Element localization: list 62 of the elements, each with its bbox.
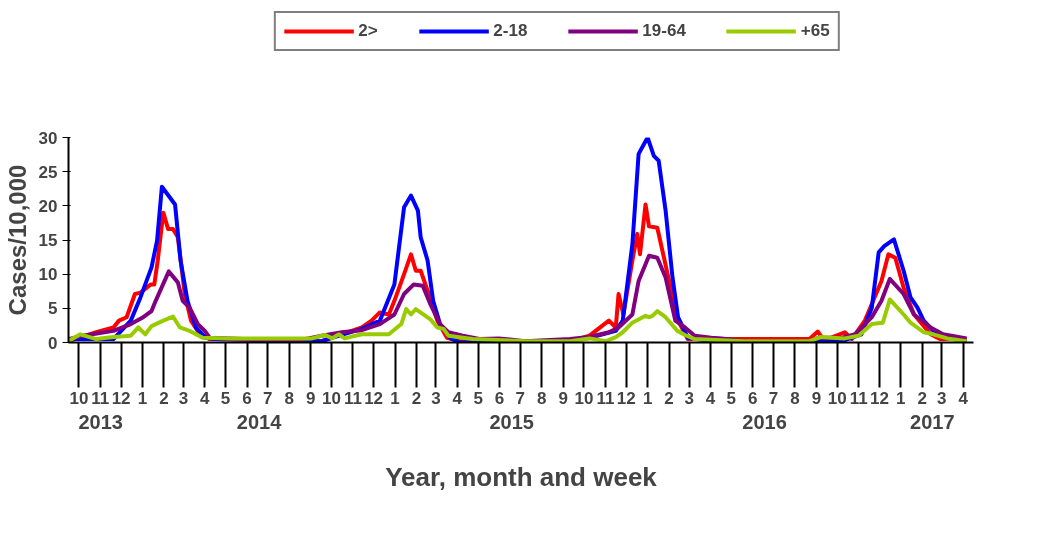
y-tick-label: 20 <box>38 196 58 216</box>
x-tick-label: 2 <box>159 388 169 408</box>
legend-label: 2> <box>358 21 379 41</box>
x-tick-label: 2 <box>411 388 422 408</box>
x-axis-title: Year, month and week <box>385 461 658 492</box>
x-tick-label: 4 <box>452 388 463 408</box>
x-tick-label: 11 <box>596 388 615 408</box>
x-tick-label: 5 <box>726 388 737 408</box>
x-tick-label: 12 <box>616 388 636 408</box>
y-tick-label: 30 <box>38 128 58 148</box>
x-tick-label: 6 <box>748 388 758 408</box>
x-tick-label: 11 <box>91 388 110 408</box>
x-tick-label: 9 <box>558 388 568 408</box>
x-tick-label: 2 <box>917 388 928 408</box>
x-tick-label: 1 <box>896 388 906 408</box>
x-tick-label: 8 <box>284 388 294 408</box>
x-tick-label: 3 <box>936 388 947 408</box>
y-tick-label: 0 <box>48 333 58 353</box>
x-tick-label: 12 <box>111 388 131 408</box>
legend-label: 2-18 <box>493 21 528 41</box>
y-tick-label: 25 <box>38 162 58 182</box>
x-tick-label: 10 <box>574 388 594 408</box>
x-tick-label: 12 <box>869 388 889 408</box>
x-tick-label: 4 <box>958 388 969 408</box>
x-tick-label: 3 <box>178 388 189 408</box>
x-tick-label: 6 <box>242 388 252 408</box>
x-tick-label: 7 <box>263 388 273 408</box>
x-tick-label: 7 <box>768 388 779 408</box>
legend-label: +65 <box>800 21 830 41</box>
text: 2014 <box>236 410 283 433</box>
text: 2017 <box>910 410 955 433</box>
text: 2016 <box>742 410 787 433</box>
x-tick-label: 8 <box>790 388 800 408</box>
x-tick-label: 3 <box>431 388 441 408</box>
x-tick-label: 1 <box>137 388 148 408</box>
x-tick-label: 10 <box>69 388 89 408</box>
x-tick-label: 1 <box>642 388 653 408</box>
x-tick-label: 8 <box>537 388 547 408</box>
y-axis-title: Cases/10,000 <box>3 164 31 316</box>
x-tick-label: 9 <box>811 388 822 408</box>
x-tick-label: 4 <box>200 388 211 408</box>
x-tick-label: 2 <box>664 388 674 408</box>
x-tick-label: 3 <box>684 388 694 408</box>
x-tick-label: 10 <box>321 388 341 408</box>
y-tick-label: 5 <box>48 299 58 319</box>
y-tick-label: 15 <box>38 231 58 250</box>
x-tick-label: 5 <box>220 388 231 408</box>
text: 2015 <box>489 410 534 433</box>
x-tick-label: 1 <box>390 388 400 408</box>
x-tick-label: 9 <box>305 388 316 408</box>
x-tick-label: 4 <box>705 388 716 408</box>
line-series <box>68 297 969 343</box>
x-tick-label: 5 <box>473 388 483 408</box>
x-tick-label: 7 <box>515 388 526 408</box>
x-tick-label: 11 <box>849 388 868 408</box>
y-tick-label: 10 <box>38 265 58 285</box>
x-tick-label: 11 <box>343 388 362 408</box>
x-tick-label: 12 <box>364 388 384 408</box>
text: 2013 <box>78 410 123 433</box>
legend-label: 19-64 <box>642 21 686 41</box>
x-tick-label: 10 <box>827 388 847 408</box>
x-tick-label: 6 <box>494 388 505 408</box>
